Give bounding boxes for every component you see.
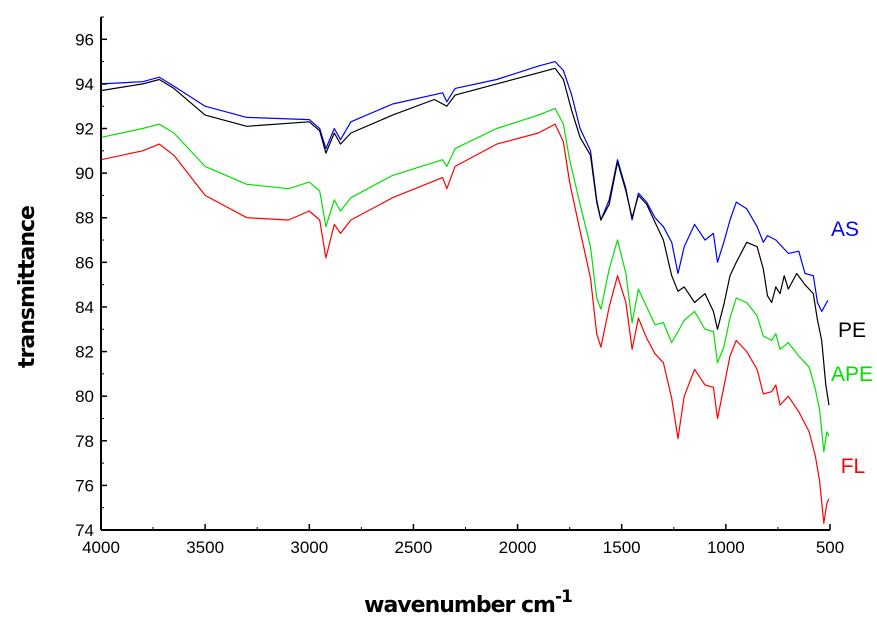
series-line-fl [100, 123, 830, 524]
y-tick-label: 88 [75, 209, 94, 228]
y-tick-label: 84 [75, 298, 94, 317]
x-tick-label: 3500 [186, 538, 224, 557]
x-tick-label: 500 [816, 538, 844, 557]
y-tick-label: 74 [75, 521, 94, 540]
series-label-ape: APE [831, 363, 873, 386]
y-axis-ticks: 74 76 78 80 82 84 86 88 90 92 94 96 [75, 16, 107, 540]
y-tick-label: 92 [75, 120, 94, 139]
y-tick-label: 78 [75, 432, 94, 451]
x-tick-label: 4000 [82, 538, 120, 557]
x-axis-ticks: 4000 3500 3000 2500 2000 1500 1000 500 [82, 524, 844, 557]
series-label-fl: FL [841, 455, 866, 478]
x-tick-label: 2000 [499, 538, 537, 557]
x-axis-title-superscript: -1 [555, 587, 572, 607]
x-axis-title: wavenumber cm-1 [364, 587, 572, 617]
y-tick-label: 90 [75, 164, 94, 183]
y-axis-title: transmittance [15, 206, 40, 368]
series-layer [100, 60, 830, 524]
series-line-pe [100, 67, 830, 406]
x-tick-label: 1500 [603, 538, 641, 557]
y-tick-label: 82 [75, 343, 94, 362]
series-labels: AS PE APE FL [831, 218, 873, 478]
y-tick-label: 76 [75, 476, 94, 495]
x-tick-label: 2500 [395, 538, 433, 557]
x-tick-label: 3000 [290, 538, 328, 557]
y-tick-label: 96 [75, 30, 94, 49]
x-tick-label: 1000 [707, 538, 745, 557]
y-tick-label: 80 [75, 387, 94, 406]
series-label-pe: PE [838, 319, 866, 342]
y-tick-label: 86 [75, 253, 94, 272]
series-line-as [100, 60, 829, 312]
series-line-ape [100, 107, 830, 453]
series-label-as: AS [831, 218, 859, 241]
y-tick-label: 94 [75, 75, 94, 94]
x-axis-title-text: wavenumber cm [364, 593, 555, 617]
